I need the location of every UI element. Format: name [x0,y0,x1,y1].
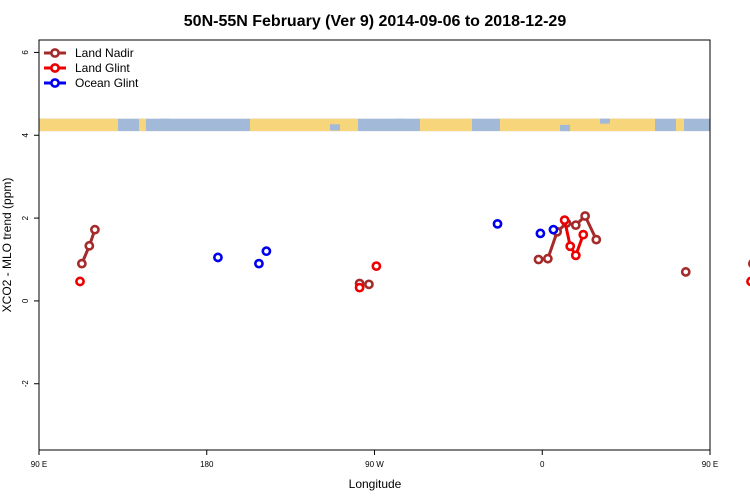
data-point [254,258,264,269]
x-axis-label: Longitude [349,477,402,491]
map-land-0 [39,118,118,132]
y-axis-ticks: -2 0 2 4 6 [21,50,39,388]
data-point [90,224,100,235]
legend-label-0: Land Nadir [75,46,134,60]
legend-marker-1 [50,63,60,73]
legend-label-2: Ocean Glint [75,76,139,90]
series-land-nadir [76,211,750,290]
data-point [371,261,382,272]
legend-marker-2 [50,78,60,88]
data-point [570,250,581,261]
data-point [354,282,365,293]
data-point [548,224,559,235]
series-line-1-0 [563,219,585,257]
y-tick-label-3: 4 [21,132,30,137]
y-tick-label-4: 6 [21,50,30,55]
data-point [213,252,223,263]
x-tick-label-3: 0 [540,460,545,469]
x-tick-label-1: 180 [200,460,214,469]
data-point [591,234,602,245]
legend-marker-0 [50,48,60,58]
data-point [533,254,544,265]
data-point [565,241,576,252]
map-land-4 [500,118,655,132]
x-tick-label-2: 90 W [365,460,384,469]
map-land-5 [676,118,684,132]
data-point [580,211,591,221]
data-point [492,218,503,229]
x-tick-label-4: 90 E [702,460,718,469]
map-notch-2 [395,118,405,124]
legend-label-1: Land Glint [75,61,130,75]
world-map-strip [39,118,710,132]
data-point [535,228,546,239]
data-point [75,276,85,287]
map-notch-4 [600,118,610,124]
data-point [578,229,589,240]
map-land-2 [250,118,358,132]
data-point [76,258,87,269]
data-point [746,276,750,287]
y-axis-label: XCO2 - MLO trend (ppm) [0,178,14,313]
data-point [559,215,570,226]
plot-frame [38,39,711,451]
data-series [75,211,750,293]
series-land-glint [75,215,750,293]
map-land-1 [139,118,146,132]
x-axis-ticks: 90 E 180 90 W 0 90 E [31,450,718,469]
data-point [680,267,691,277]
data-point [542,253,553,264]
data-point [261,246,272,257]
map-notch-1 [330,124,340,131]
y-tick-label-1: 0 [21,298,30,303]
x-tick-label-0: 90 E [31,460,47,469]
map-notch-0 [160,118,170,124]
y-tick-label-2: 2 [21,215,30,220]
chart-title: 50N-55N February (Ver 9) 2014-09-06 to 2… [184,13,567,30]
y-tick-label-0: -2 [21,380,30,388]
map-land-3 [420,118,472,132]
data-point [84,240,95,251]
data-point [570,220,581,231]
data-point [364,279,374,290]
map-notch-3 [560,124,570,132]
series-ocean-glint [213,218,559,269]
